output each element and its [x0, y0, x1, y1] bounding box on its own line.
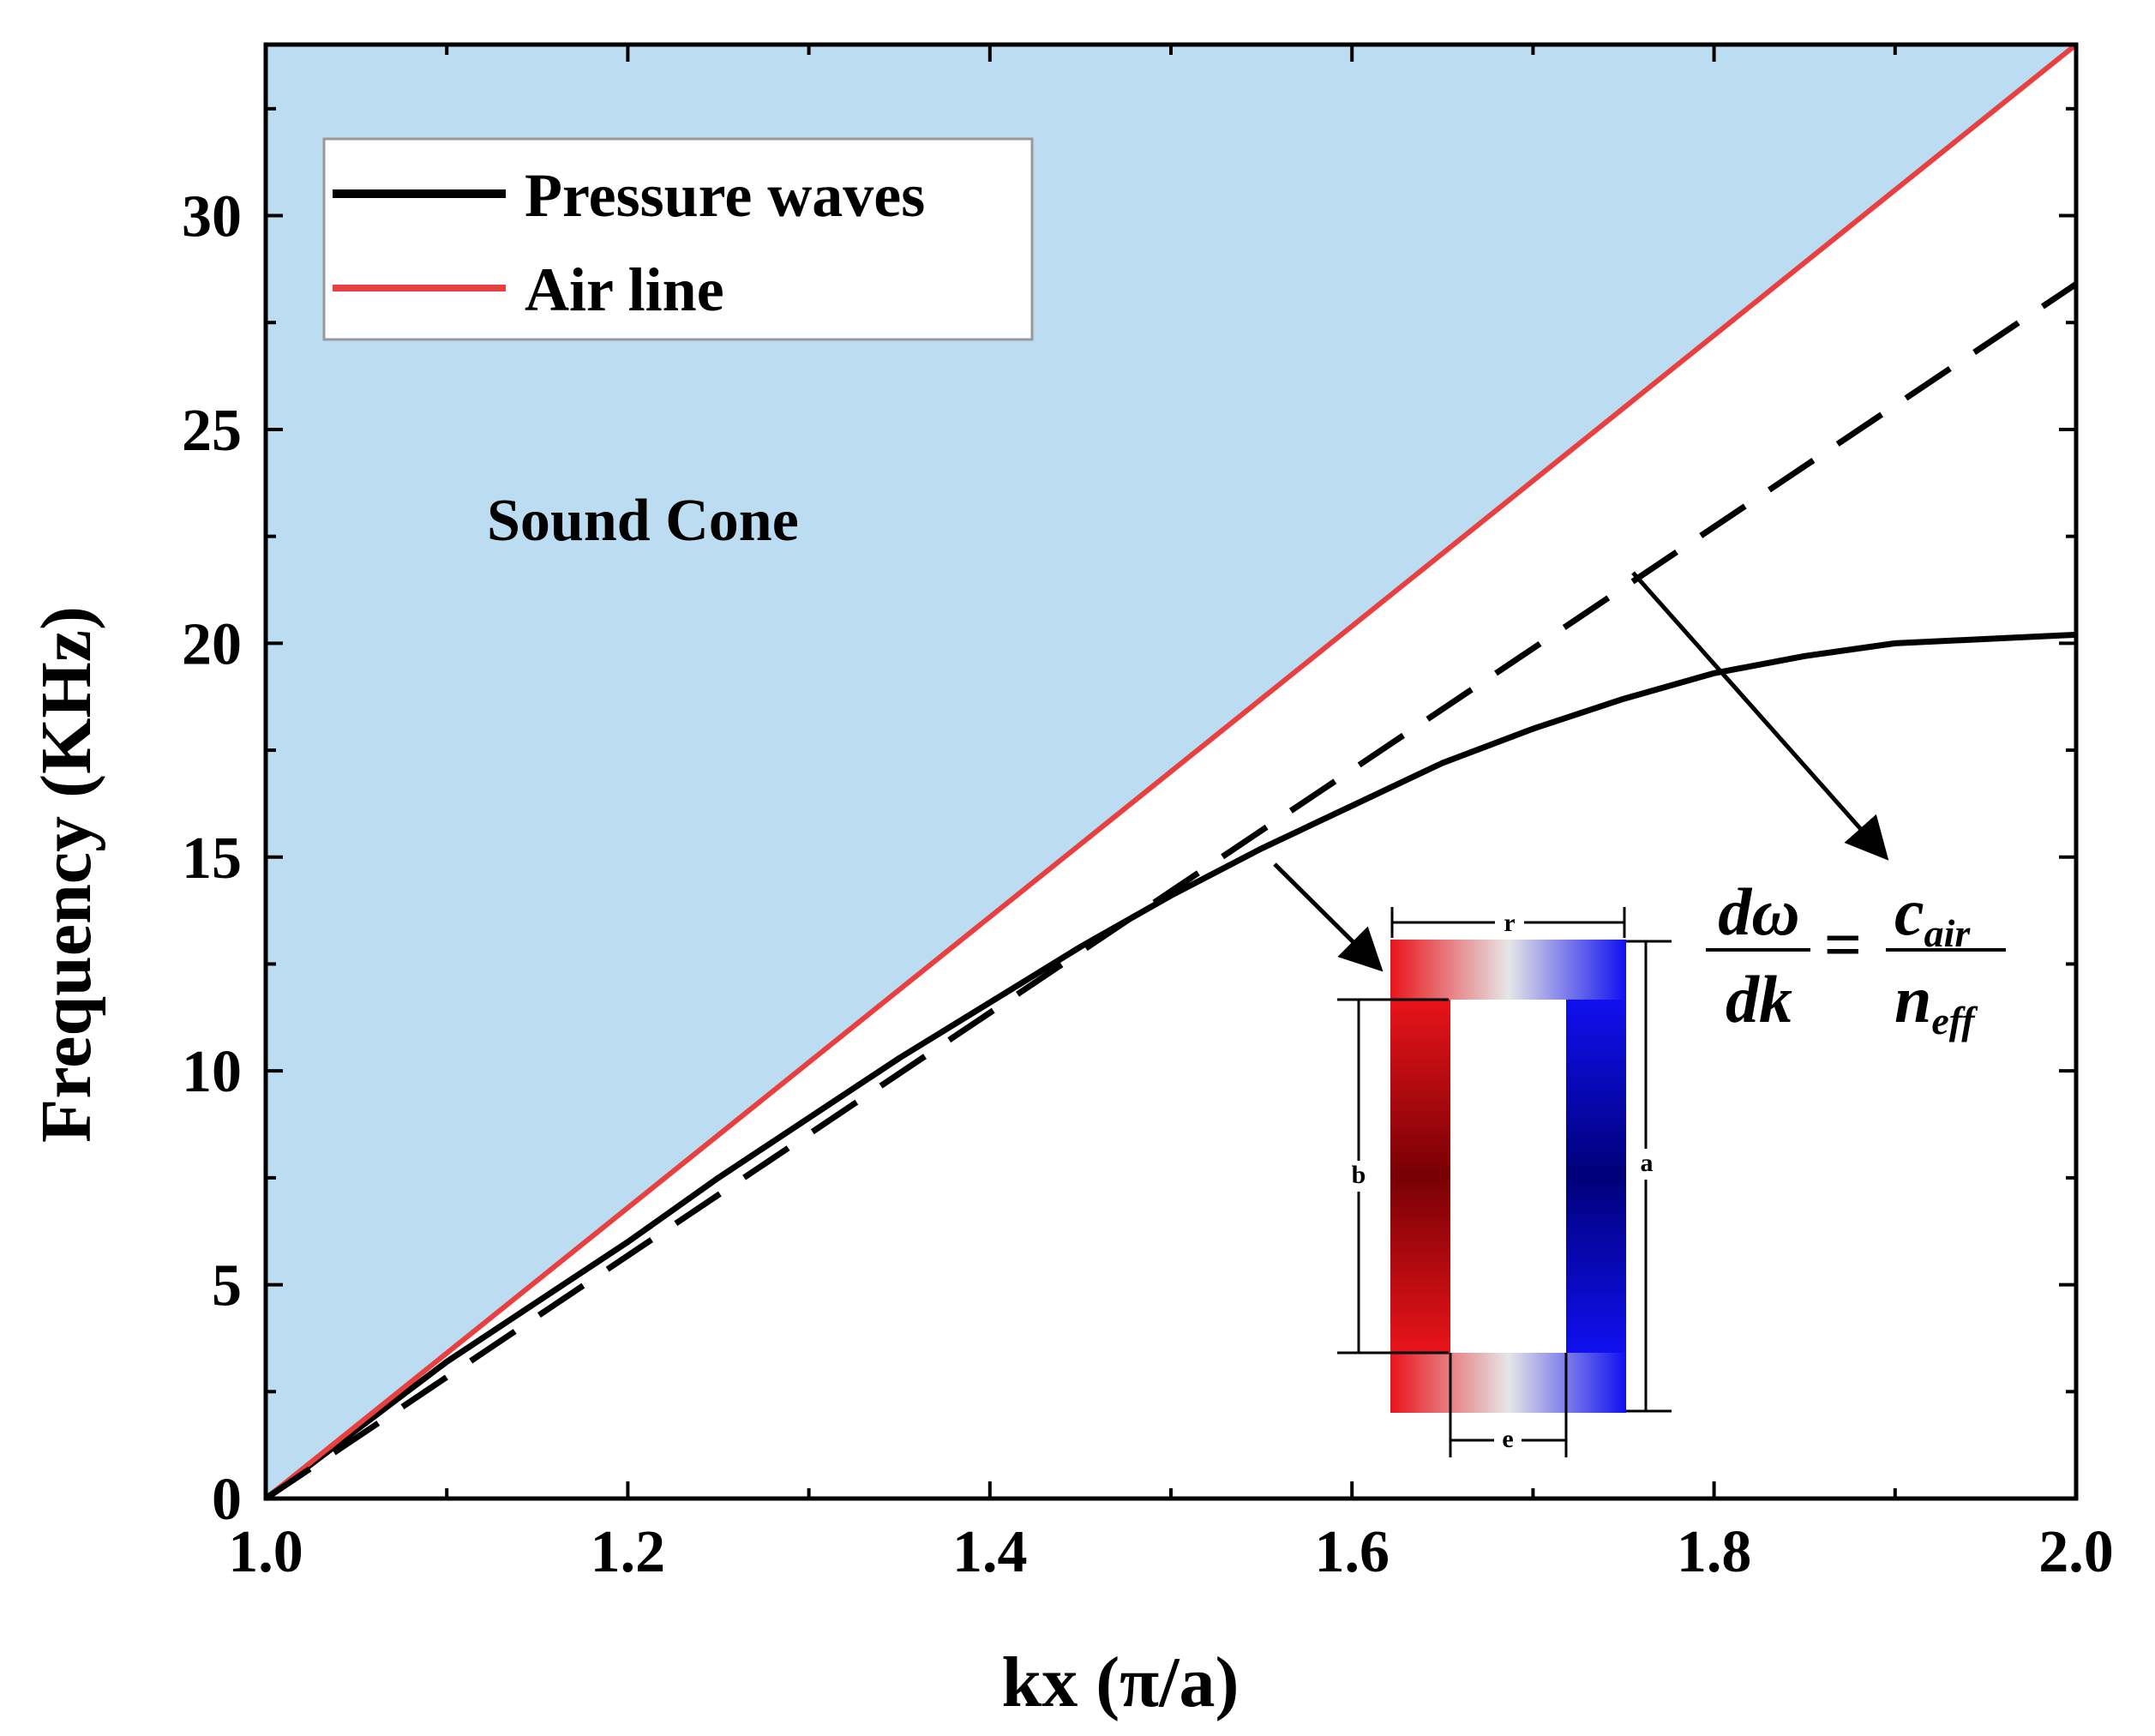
formula-lhs-denominator: dk [1726, 962, 1792, 1036]
series-air-line [264, 42, 2078, 1501]
arrow-to-formula [1631, 571, 1889, 861]
inset-unit-cell: r a b e [1337, 907, 1672, 1457]
x-tick-label: 1.4 [952, 1519, 1028, 1585]
inset-bottom-bar [1390, 1353, 1626, 1413]
tick-layer: 1.0 1.2 1.4 1.6 1.8 2.0 0 5 10 15 20 25 30 [182, 45, 2114, 1585]
y-tick-label: 0 [212, 1467, 242, 1533]
dim-e-label-bg [1494, 1427, 1522, 1452]
dim-b-label: b [1352, 1161, 1366, 1189]
formula-rhs-denominator: neff [1894, 962, 1978, 1042]
dim-a-label-bg [1634, 1149, 1660, 1180]
inset-right-bar [1566, 1000, 1626, 1353]
inset-left-bar [1390, 1000, 1450, 1353]
legend-label-air-line: Air line [525, 255, 724, 324]
dim-a-label: a [1641, 1149, 1654, 1177]
series-pressure-waves [263, 631, 2077, 1501]
x-tick-label: 1.8 [1677, 1519, 1752, 1585]
x-tick-label: 1.6 [1314, 1519, 1390, 1585]
dim-b-label-bg [1346, 1161, 1372, 1192]
formula-rhs-numerator: cair [1894, 874, 1971, 955]
legend: Pressure waves Air line [322, 137, 1034, 341]
sound-cone-label: Sound Cone [487, 488, 799, 554]
formula-rhs-numerator-main: c [1894, 874, 1924, 949]
formula-lhs-numerator: dω [1718, 874, 1799, 949]
inset-top-bar [1390, 940, 1626, 1000]
arrow-to-inset [1273, 862, 1384, 972]
formula-rhs-denominator-sub: eff [1931, 999, 1978, 1042]
formula-equals: = [1824, 907, 1862, 982]
y-tick-label: 5 [212, 1253, 242, 1319]
dim-r-label: r [1504, 909, 1515, 937]
dim-e-label: e [1502, 1425, 1513, 1453]
x-tick-label: 2.0 [2038, 1519, 2114, 1585]
x-tick-label: 1.0 [228, 1519, 303, 1585]
x-axis-title: kx (π/a) [1001, 1643, 1239, 1722]
x-tick-label: 1.2 [591, 1519, 666, 1585]
y-tick-label: 10 [182, 1039, 242, 1105]
formula-rhs-numerator-sub: air [1924, 911, 1972, 955]
dim-r-label-bg [1495, 909, 1524, 936]
y-axis-title: Frequency (KHz) [27, 606, 106, 1143]
legend-box [322, 137, 1034, 341]
series-layer [263, 42, 2078, 1501]
group-velocity-formula: dω dk = cair neff [1706, 874, 2006, 1042]
series-dashed-asymptote [264, 281, 2078, 1501]
y-tick-label: 25 [182, 398, 242, 464]
legend-label-pressure-waves: Pressure waves [525, 161, 925, 230]
y-tick-label: 20 [182, 611, 242, 677]
y-tick-label: 15 [182, 826, 242, 892]
y-tick-label: 30 [182, 184, 242, 250]
formula-rhs-denominator-main: n [1894, 962, 1931, 1036]
